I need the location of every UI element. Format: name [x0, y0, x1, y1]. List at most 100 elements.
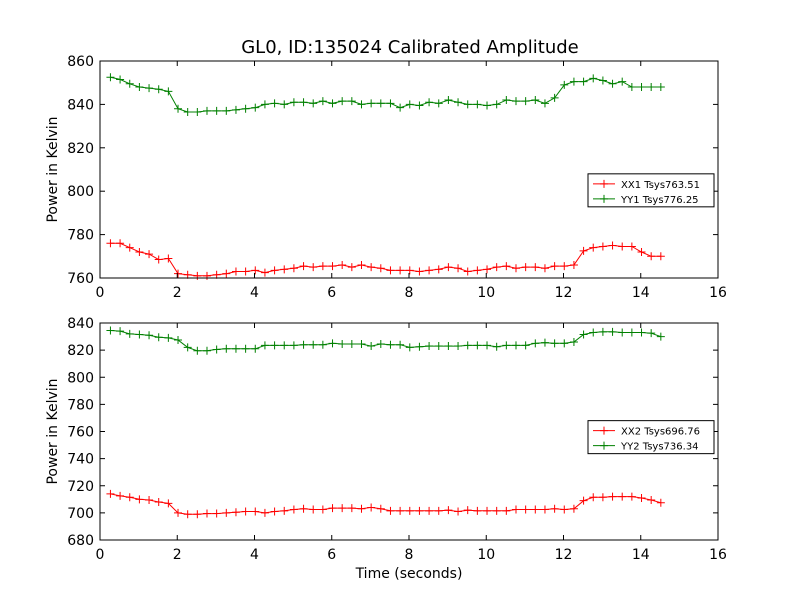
- data-point-marker: [444, 342, 453, 351]
- data-point-marker: [569, 504, 578, 513]
- data-point-marker: [396, 103, 405, 112]
- data-point-marker: [434, 265, 443, 274]
- data-point-marker: [579, 330, 588, 339]
- data-point-marker: [309, 340, 318, 349]
- data-point-marker: [280, 100, 289, 109]
- data-point-marker: [367, 263, 376, 272]
- data-point-marker: [608, 241, 617, 250]
- data-point-marker: [618, 77, 627, 86]
- data-point-marker: [270, 99, 279, 108]
- x-axis-label: Time (seconds): [355, 566, 463, 582]
- data-point-marker: [309, 505, 318, 514]
- legend-label: XX1 Tsys763.51: [621, 180, 700, 191]
- data-point-marker: [637, 493, 646, 502]
- legend-label: XX2 Tsys696.76: [621, 427, 700, 438]
- data-point-marker: [328, 262, 337, 271]
- x-tick-label: 14: [632, 547, 650, 563]
- data-point-marker: [299, 98, 308, 107]
- data-point-marker: [473, 506, 482, 515]
- legend-label: YY1 Tsys776.25: [620, 195, 699, 206]
- data-point-marker: [154, 333, 163, 342]
- data-point-marker: [405, 506, 414, 515]
- data-point-marker: [145, 331, 154, 340]
- data-point-marker: [231, 344, 240, 353]
- y-axis-label: Power in Kelvin: [45, 116, 61, 222]
- data-point-marker: [589, 493, 598, 502]
- data-point-marker: [492, 100, 501, 109]
- data-point-marker: [125, 493, 134, 502]
- data-point-marker: [357, 340, 366, 349]
- data-point-marker: [579, 496, 588, 505]
- data-point-marker: [511, 505, 520, 514]
- data-point-marker: [434, 99, 443, 108]
- data-point-marker: [473, 341, 482, 350]
- data-point-marker: [473, 266, 482, 275]
- data-point-marker: [473, 100, 482, 109]
- data-point-marker: [376, 264, 385, 273]
- data-point-marker: [656, 252, 665, 261]
- data-point-marker: [116, 327, 125, 336]
- data-point-marker: [376, 504, 385, 513]
- data-point-marker: [116, 239, 125, 248]
- data-point-marker: [338, 97, 347, 106]
- data-point-marker: [637, 328, 646, 337]
- data-point-marker: [280, 506, 289, 515]
- data-point-marker: [174, 104, 183, 113]
- data-point-marker: [299, 262, 308, 271]
- data-point-marker: [154, 498, 163, 507]
- x-tick-label: 0: [96, 285, 105, 301]
- data-point-marker: [531, 263, 540, 272]
- data-point-marker: [627, 492, 636, 501]
- data-point-marker: [386, 340, 395, 349]
- data-point-marker: [579, 246, 588, 255]
- data-point-marker: [647, 329, 656, 338]
- legend-marker: [600, 179, 608, 188]
- data-point-marker: [550, 262, 559, 271]
- data-point-marker: [106, 326, 115, 335]
- data-point-marker: [569, 260, 578, 269]
- x-tick-label: 4: [250, 285, 259, 301]
- data-point-marker: [135, 330, 144, 339]
- data-point-marker: [627, 83, 636, 92]
- data-point-marker: [231, 508, 240, 517]
- data-point-marker: [502, 341, 511, 350]
- x-tick-label: 2: [173, 547, 182, 563]
- data-point-marker: [145, 84, 154, 93]
- data-point-marker: [415, 342, 424, 351]
- data-point-marker: [540, 338, 549, 347]
- data-point-marker: [550, 93, 559, 102]
- data-point-marker: [454, 264, 463, 273]
- y-tick-label: 860: [67, 54, 94, 70]
- data-point-marker: [202, 509, 211, 518]
- y-axis-label: Power in Kelvin: [45, 378, 61, 484]
- data-point-marker: [483, 101, 492, 110]
- data-point-marker: [347, 97, 356, 106]
- data-point-marker: [511, 341, 520, 350]
- data-point-marker: [289, 264, 298, 273]
- data-point-marker: [531, 505, 540, 514]
- data-point-marker: [521, 505, 530, 514]
- x-tick-label: 4: [250, 547, 259, 563]
- data-point-marker: [116, 491, 125, 500]
- data-point-marker: [174, 508, 183, 517]
- data-point-marker: [222, 344, 231, 353]
- y-tick-label: 780: [67, 397, 94, 413]
- data-point-marker: [367, 342, 376, 351]
- data-point-marker: [627, 242, 636, 251]
- y-tick-label: 760: [67, 425, 94, 441]
- data-point-marker: [492, 506, 501, 515]
- x-tick-label: 0: [96, 547, 105, 563]
- data-point-marker: [241, 344, 250, 353]
- chart-panel-2: 0 2 4 6 8 10 12 14 16 680 700 720 740 760 780 800 820 840…: [45, 316, 727, 582]
- y-tick-label: 680: [67, 533, 94, 549]
- data-point-marker: [183, 510, 192, 519]
- data-point-marker: [202, 106, 211, 115]
- x-tick-label: 10: [477, 547, 495, 563]
- data-point-marker: [492, 342, 501, 351]
- data-point-marker: [183, 343, 192, 352]
- data-point-marker: [193, 346, 202, 355]
- data-point-marker: [405, 100, 414, 109]
- series-line-2-1: [110, 493, 661, 515]
